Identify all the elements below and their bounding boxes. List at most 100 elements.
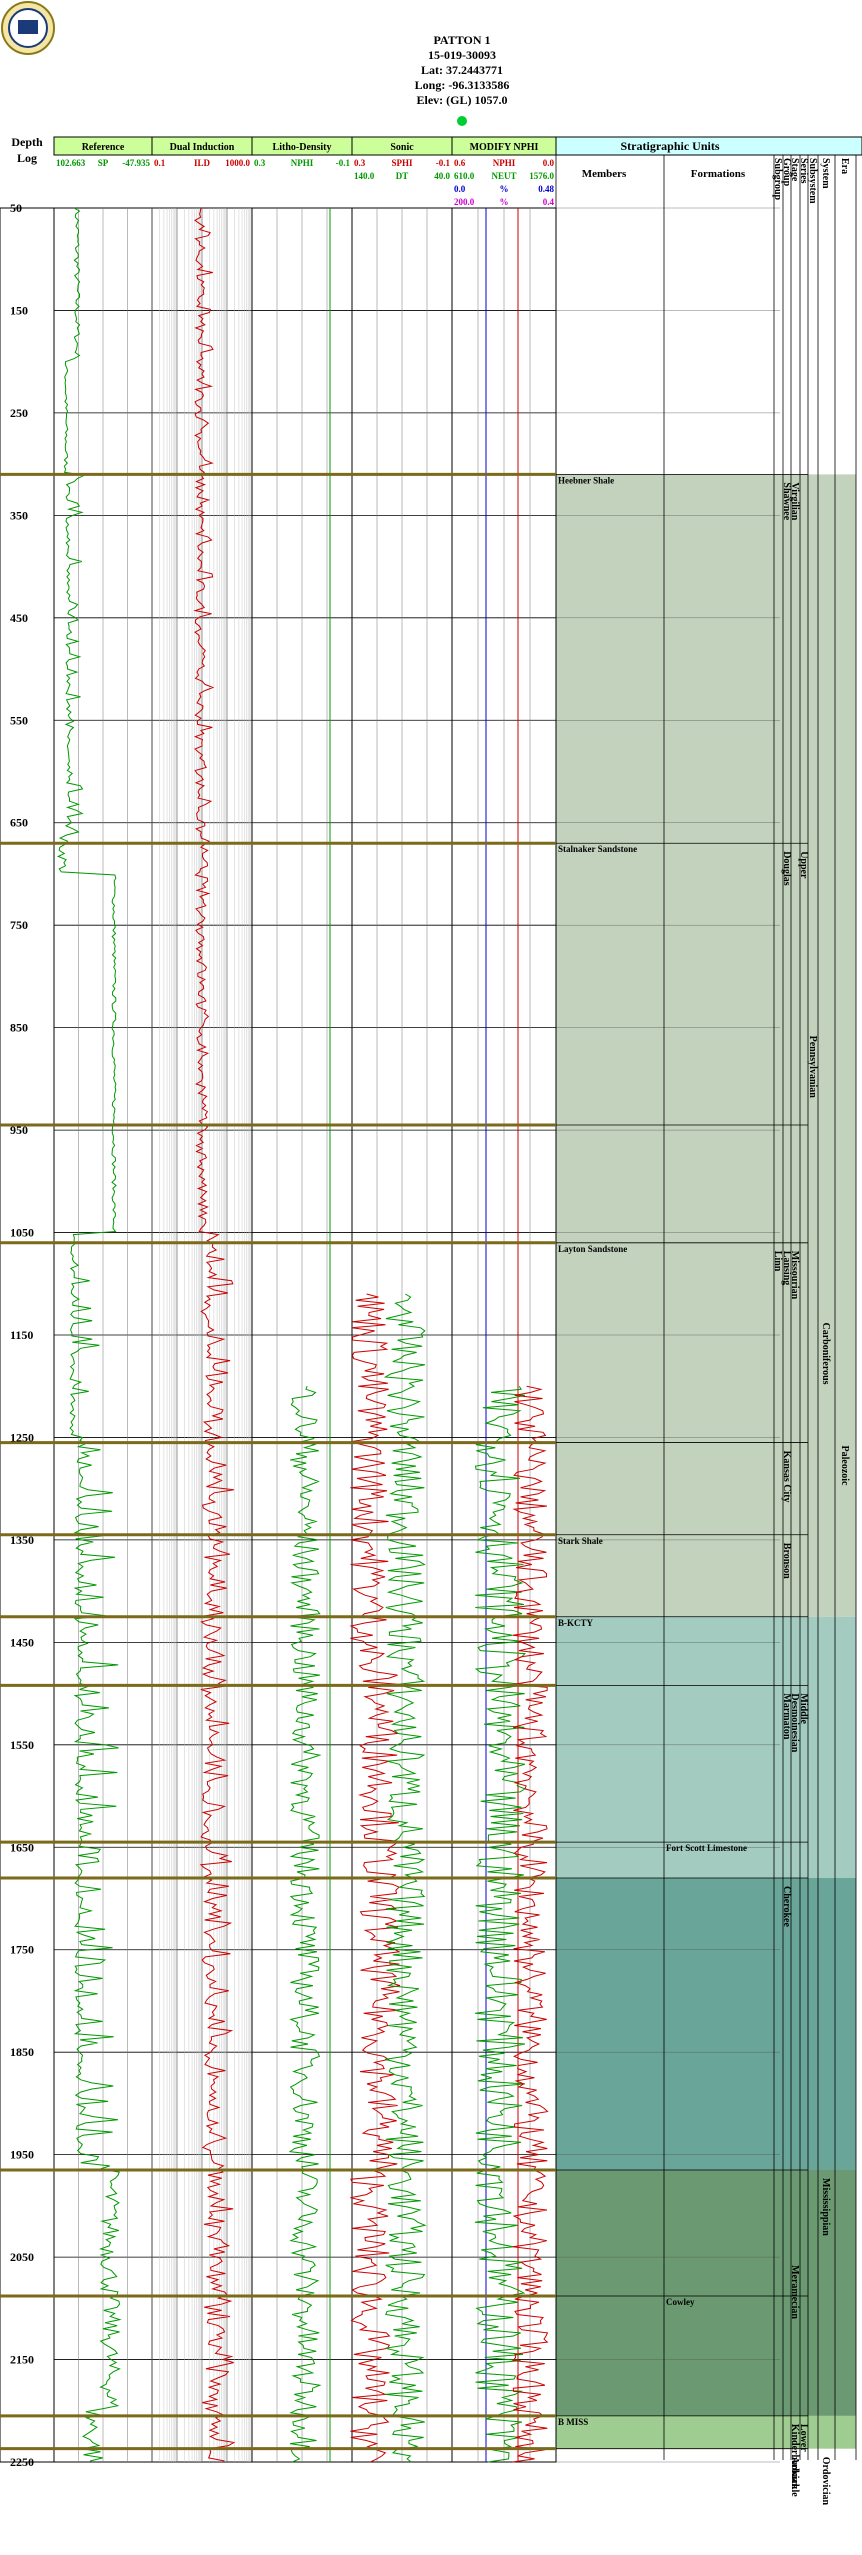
- depth-tick-label: 1350: [10, 1533, 34, 1547]
- well-status-dot: [457, 116, 467, 126]
- strat-vertical-header: Stage: [789, 158, 800, 182]
- curve-name: SPHI: [391, 158, 413, 168]
- curve-name: SP: [98, 158, 109, 168]
- ild-curve: [193, 207, 236, 2462]
- depth-tick-label: 1250: [10, 1430, 34, 1444]
- tracks-header: Reference 102.663 SP -47.935 Dual Induction 0…: [53, 136, 557, 207]
- strat-unit-label: Lower: [798, 2424, 809, 2452]
- strat-title: Stratigraphic Units: [621, 139, 720, 153]
- curve-scale-right: 0.0: [543, 158, 555, 168]
- curve-name: %: [500, 197, 509, 207]
- curve-name: DT: [396, 171, 409, 181]
- depth-tick-label: 2150: [10, 2353, 34, 2367]
- well-long: Long: -96.3133586: [415, 78, 510, 92]
- well-header: PATTON 1 15-019-30093 Lat: 37.2443771 Lo…: [415, 33, 510, 126]
- strat-unit-label: Middle: [798, 1693, 809, 1724]
- strat-unit-fill: [556, 1616, 856, 1879]
- kgs-logo: [1, 1, 55, 55]
- strat-unit-label: Shawnee: [781, 482, 792, 520]
- depth-tick-label: 450: [10, 611, 28, 625]
- depth-tick-label: 1550: [10, 1738, 34, 1752]
- strat-unit-fill: [556, 2415, 856, 2449]
- strat-unit-label: Cherokee: [781, 1886, 792, 1927]
- formation-top-label: Stark Shale: [558, 1536, 603, 1546]
- curve-scale-left: 610.0: [454, 171, 475, 181]
- strat-vertical-header: Subsystem: [807, 158, 818, 204]
- strat-unit-label: Kinderhookian: [789, 2424, 800, 2489]
- formation-top-label: Stalnaker Sandstone: [558, 844, 637, 854]
- curve-scale-left: 0.6: [454, 158, 466, 168]
- curve-scale-right: 1000.0: [225, 158, 250, 168]
- curve-scale-right: 40.0: [434, 171, 450, 181]
- depth-tick-label: 1050: [10, 1226, 34, 1240]
- strat-unit-fill: [556, 2170, 856, 2416]
- well-name: PATTON 1: [433, 33, 490, 47]
- formation-top-label: Layton Sandstone: [558, 1244, 627, 1254]
- formations-header: Formations: [691, 168, 746, 180]
- formation-top-label: Heebner Shale: [558, 475, 614, 485]
- strat-unit-label: Linn: [772, 1251, 783, 1272]
- depth-tick-label: 1950: [10, 2148, 34, 2162]
- curve-scale-left: 200.0: [454, 197, 475, 207]
- strat-unit-label: Ordovician: [820, 2457, 831, 2506]
- formation-tops: Heebner Shale Stalnaker Sandstone Layton S…: [0, 472, 808, 2451]
- curve-scale-right: 1576.0: [529, 171, 554, 181]
- depth-tick-label: 1150: [10, 1328, 33, 1342]
- curve-name: ILD: [194, 158, 211, 168]
- log-grid: [0, 137, 857, 2463]
- curve-name: NEUT: [491, 171, 516, 181]
- strat-unit-label: Meramecian: [789, 2265, 800, 2319]
- depth-tick-label: 50: [10, 201, 22, 215]
- track-title: Reference: [82, 142, 125, 153]
- curve-scale-left: 0.0: [454, 184, 466, 194]
- well-api: 15-019-30093: [428, 48, 496, 62]
- depth-tick-label: 850: [10, 1021, 28, 1035]
- depth-tick-label: 1650: [10, 1840, 34, 1854]
- curve-scale-right: -47.935: [122, 158, 150, 168]
- strat-unit-label: Desmoinesian: [789, 1693, 800, 1752]
- strat-vertical-header: System: [820, 158, 831, 189]
- depth-tick-label: 950: [10, 1123, 28, 1137]
- formation-top-label: B-KCTY: [558, 1618, 594, 1628]
- formation-top-label: Cowley: [666, 2297, 695, 2307]
- curve-scale-right: 0.48: [538, 184, 554, 194]
- strat-unit-label: Virgilian: [789, 482, 800, 520]
- curve-scale-left: 0.3: [254, 158, 266, 168]
- strat-unit-label: Carboniferous: [820, 1323, 831, 1385]
- depth-ticks: 50 150 250 350 450 550 650 750 850 950 1050 1150 125…: [10, 201, 34, 2469]
- depth-tick-label: 1450: [10, 1635, 34, 1649]
- strat-vertical-header: Era: [839, 158, 850, 174]
- curve-scale-right: -0.1: [436, 158, 451, 168]
- well-elev: Elev: (GL) 1057.0: [417, 93, 508, 107]
- strat-unit-label: Douglas: [781, 851, 792, 886]
- curve-scale-right: 0.4: [543, 197, 555, 207]
- unit-fills: [556, 474, 856, 2449]
- members-header: Members: [582, 168, 627, 180]
- strat-unit-label: Missourian: [789, 1251, 800, 1300]
- track-title: Litho-Density: [273, 142, 332, 153]
- strat-vertical-header: Group: [781, 158, 792, 187]
- depth-tick-label: 1750: [10, 1943, 34, 1957]
- strat-unit-label: Paleozoic: [839, 1446, 850, 1487]
- track-title: MODIFY NPHI: [470, 142, 539, 153]
- curve-name: %: [500, 184, 509, 194]
- depth-tick-label: 350: [10, 508, 28, 522]
- sp-curve: [56, 207, 122, 2462]
- depth-tick-label: 650: [10, 816, 28, 830]
- strat-unit-label: Kansas City: [781, 1451, 792, 1503]
- depth-tick-label: 750: [10, 918, 28, 932]
- strat-unit-label: Mississippian: [820, 2178, 831, 2236]
- strat-unit-label: Arbuckle: [789, 2457, 800, 2498]
- depth-tick-label: 550: [10, 713, 28, 727]
- track-title: Dual Induction: [170, 142, 235, 153]
- strat-vertical-header: Subgroup: [772, 158, 783, 201]
- track-title: Sonic: [390, 142, 414, 153]
- curve-scale-right: -0.1: [336, 158, 351, 168]
- depth-header-line2: Log: [17, 151, 37, 165]
- strat-unit-fill: [556, 1878, 856, 2171]
- curve-scale-left: 102.663: [56, 158, 86, 168]
- strat-unit-label: Bronson: [781, 1543, 792, 1579]
